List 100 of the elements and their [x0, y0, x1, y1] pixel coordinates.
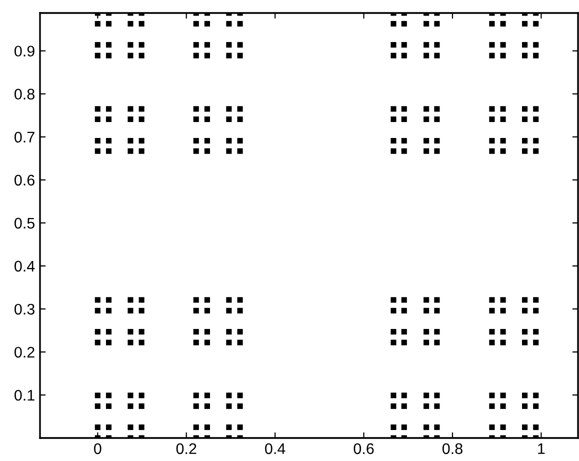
point [138, 20, 144, 27]
point [94, 308, 100, 314]
point [193, 52, 199, 58]
point [226, 116, 232, 122]
point [522, 392, 528, 398]
point [522, 20, 528, 27]
point [226, 392, 232, 398]
point [424, 340, 430, 346]
point [500, 297, 506, 303]
point [128, 297, 134, 303]
point [424, 297, 430, 303]
point [128, 116, 134, 122]
point [434, 138, 440, 144]
point [424, 403, 430, 409]
point [434, 403, 440, 409]
point [106, 328, 112, 335]
point [390, 116, 396, 122]
point [226, 403, 232, 409]
point [94, 138, 100, 144]
point [533, 20, 539, 27]
point [226, 340, 232, 346]
point [94, 328, 100, 335]
point [106, 392, 112, 398]
point [237, 138, 243, 144]
point [94, 20, 100, 27]
point [522, 148, 528, 154]
point [434, 297, 440, 303]
point [533, 148, 539, 154]
point [226, 138, 232, 144]
point [401, 308, 407, 314]
point [128, 424, 134, 430]
point [489, 424, 495, 430]
point [128, 392, 134, 398]
point [390, 42, 396, 48]
point [500, 340, 506, 346]
point [237, 106, 243, 112]
point [390, 138, 396, 144]
point [106, 52, 112, 58]
point [390, 52, 396, 58]
point [94, 106, 100, 112]
point [401, 392, 407, 398]
point [94, 42, 100, 48]
point [533, 392, 539, 398]
point [237, 148, 243, 154]
point [434, 148, 440, 154]
point [226, 106, 232, 112]
point [500, 148, 506, 154]
point [522, 42, 528, 48]
point [401, 297, 407, 303]
point [533, 328, 539, 335]
point [489, 138, 495, 144]
point [237, 308, 243, 314]
point [424, 424, 430, 430]
point [128, 52, 134, 58]
point [533, 308, 539, 314]
point [106, 308, 112, 314]
point [522, 403, 528, 409]
point [533, 52, 539, 58]
point [94, 340, 100, 346]
point [489, 52, 495, 58]
y-tick-label: 0.9 [14, 46, 34, 57]
point [138, 308, 144, 314]
point [226, 328, 232, 335]
point [424, 328, 430, 335]
point [434, 42, 440, 48]
point [204, 138, 210, 144]
point [522, 297, 528, 303]
point [106, 138, 112, 144]
point [424, 106, 430, 112]
point [128, 138, 134, 144]
point [193, 42, 199, 48]
point [106, 297, 112, 303]
point [138, 392, 144, 398]
point [138, 116, 144, 122]
point [204, 403, 210, 409]
point [522, 308, 528, 314]
point [401, 106, 407, 112]
point [128, 340, 134, 346]
x-tick-label: 0 [94, 443, 102, 454]
point [106, 116, 112, 122]
point [522, 106, 528, 112]
point [489, 340, 495, 346]
point [204, 308, 210, 314]
point [237, 42, 243, 48]
point [226, 424, 232, 430]
point [401, 52, 407, 58]
point [489, 106, 495, 112]
point [193, 392, 199, 398]
y-tick-label: 0.6 [14, 174, 34, 186]
point [106, 403, 112, 409]
point [424, 116, 430, 122]
point [193, 308, 199, 314]
point [533, 340, 539, 346]
point [193, 328, 199, 335]
point [204, 20, 210, 27]
point [237, 403, 243, 409]
point [128, 42, 134, 48]
y-tick-label: 0.8 [14, 88, 34, 100]
point [401, 42, 407, 48]
point [434, 308, 440, 314]
